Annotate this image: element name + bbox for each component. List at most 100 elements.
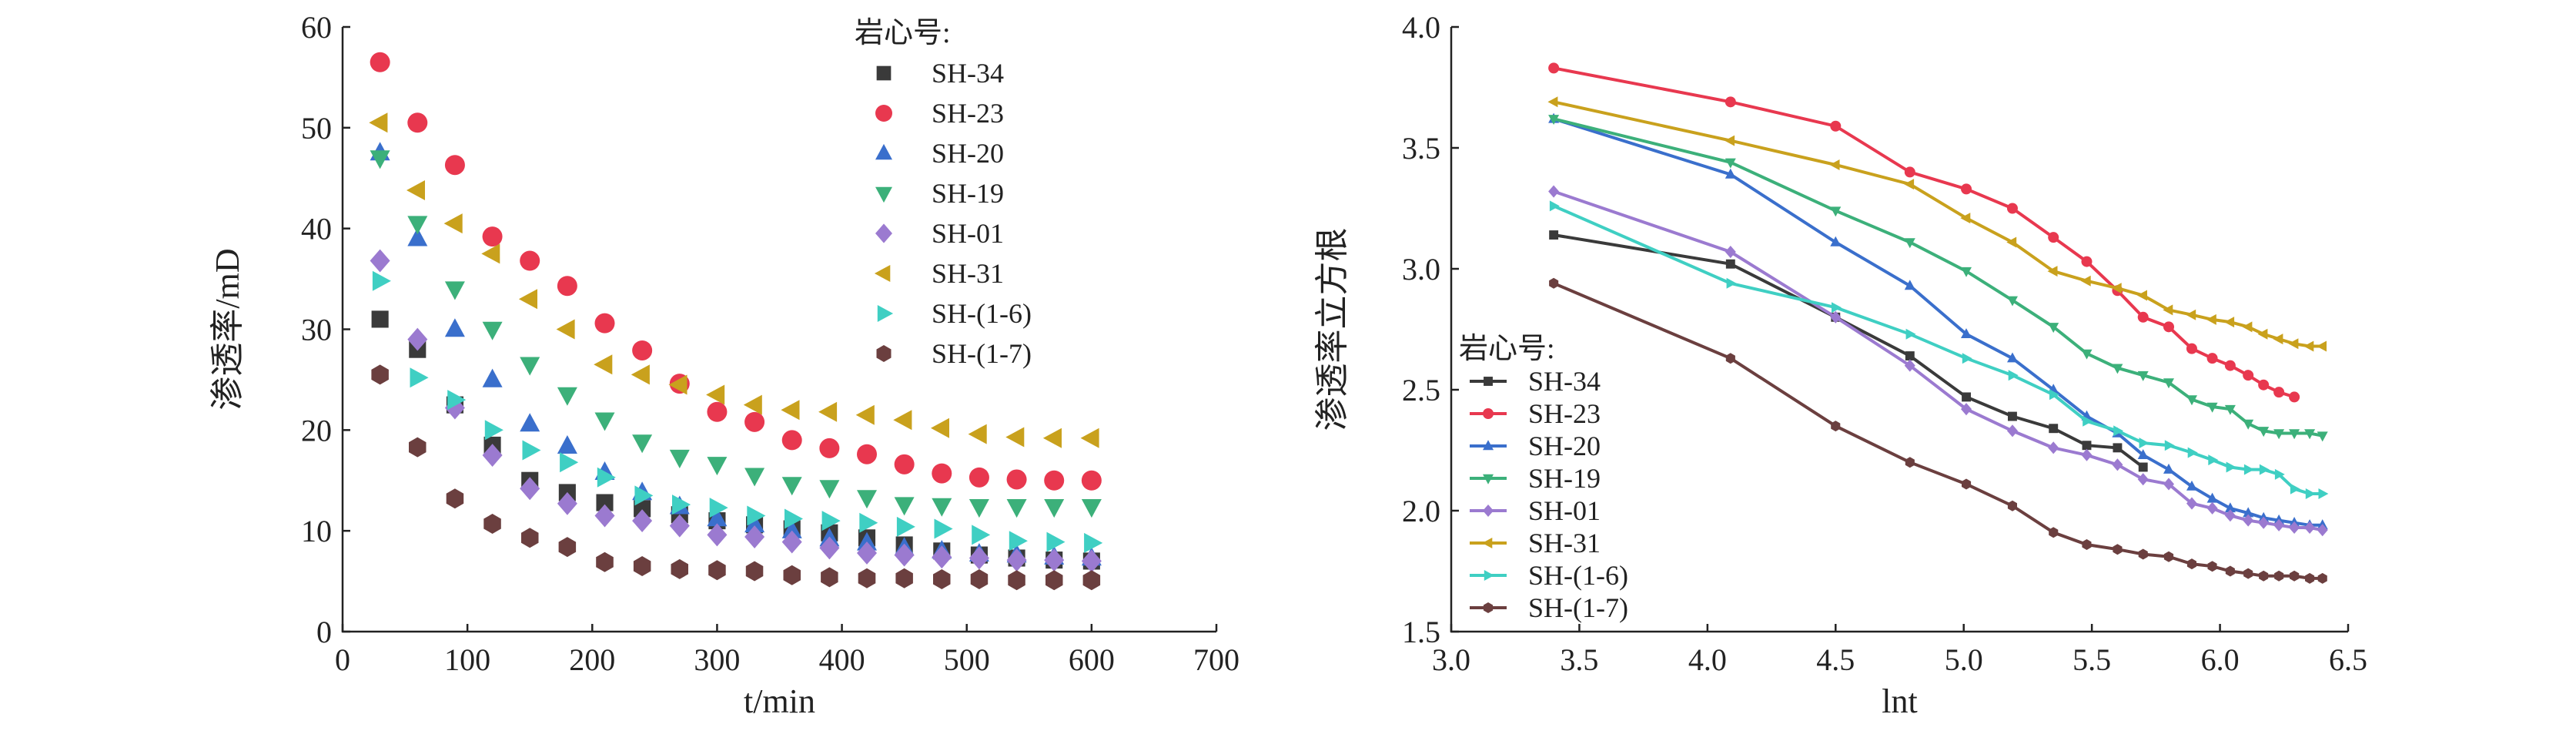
data-point: [1045, 570, 1063, 591]
x-tick-label: 3.0: [1432, 642, 1470, 677]
series-SH-31: [369, 112, 1099, 448]
data-point: [783, 565, 801, 585]
series-line: [1553, 204, 2323, 495]
data-point: [594, 313, 615, 334]
x-tick-label: 5.0: [1945, 642, 1983, 677]
data-point: [2288, 338, 2299, 350]
data-point: [2318, 488, 2329, 499]
legend-label: SH-19: [1528, 463, 1601, 494]
y-tick-label: 3.0: [1402, 252, 1440, 287]
data-point: [520, 250, 540, 271]
data-point: [2006, 203, 2018, 214]
y-tick-label: 20: [301, 413, 332, 448]
data-point: [558, 537, 577, 558]
data-point: [1549, 277, 1559, 289]
x-tick-label: 0: [335, 642, 350, 677]
data-point: [518, 289, 537, 310]
data-point: [2113, 443, 2123, 453]
data-point: [1961, 267, 1972, 277]
legend-label: SH-(1-7): [932, 338, 1032, 369]
x-axis-title: lnt: [1882, 682, 1917, 720]
x-tick-label: 600: [1069, 642, 1115, 677]
legend-marker: [875, 223, 892, 243]
data-point: [1549, 200, 1560, 212]
data-point: [707, 508, 728, 527]
data-point: [2224, 360, 2236, 371]
data-point: [2243, 370, 2254, 381]
series-line: [1553, 281, 2323, 580]
legend-label: SH-23: [932, 98, 1004, 129]
data-point: [1042, 427, 1062, 448]
y-tick-label: 10: [301, 514, 332, 548]
data-point: [634, 500, 651, 518]
data-point: [744, 514, 765, 533]
data-point: [557, 276, 577, 297]
data-point: [2273, 518, 2285, 531]
data-point: [2186, 395, 2197, 406]
legend-marker: [875, 186, 892, 203]
data-point: [596, 494, 614, 511]
data-point: [894, 454, 915, 474]
data-point: [2208, 454, 2219, 466]
series-SH-(1-7): [371, 364, 1101, 591]
data-point: [2048, 441, 2059, 454]
legend-label: SH-(1-7): [1528, 592, 1628, 623]
data-point: [745, 561, 764, 582]
data-point: [969, 467, 989, 488]
data-point: [2289, 429, 2300, 440]
legend-label: SH-31: [932, 258, 1004, 289]
data-point: [2258, 427, 2270, 438]
data-point: [1081, 470, 1102, 491]
data-point: [2243, 568, 2253, 579]
series-line: [1553, 233, 2144, 469]
data-point: [969, 499, 989, 518]
data-point: [2304, 429, 2316, 440]
data-point: [1725, 259, 1735, 269]
data-point: [1831, 421, 1841, 432]
data-point: [1962, 478, 1972, 490]
series-SH-19: [370, 150, 1102, 518]
data-point: [2259, 570, 2269, 582]
data-point: [2305, 572, 2315, 584]
data-point: [2113, 544, 2123, 555]
legend-label: SH-(1-6): [932, 298, 1032, 329]
data-point: [1832, 302, 1842, 313]
data-point: [2186, 497, 2197, 510]
data-point: [672, 495, 691, 515]
data-point: [2206, 353, 2218, 364]
data-point: [2317, 340, 2327, 352]
data-point: [2258, 379, 2270, 391]
y-tick-label: 4.0: [1402, 10, 1440, 45]
data-point: [444, 318, 465, 337]
y-tick-label: 3.5: [1402, 131, 1440, 166]
data-point: [482, 226, 503, 247]
data-point: [1005, 427, 1025, 448]
data-point: [1084, 532, 1103, 553]
data-point: [1081, 549, 1102, 573]
data-point: [1904, 179, 1915, 190]
legend-label: SH-01: [1528, 495, 1601, 526]
data-point: [481, 243, 500, 264]
y-tick-label: 1.5: [1402, 615, 1440, 649]
x-tick-label: 700: [1193, 642, 1239, 677]
data-point: [2206, 313, 2216, 325]
data-point: [2049, 424, 2059, 434]
data-point: [2186, 343, 2197, 354]
data-point: [708, 560, 726, 581]
data-point: [2224, 509, 2236, 522]
data-point: [370, 52, 390, 72]
data-point: [2259, 464, 2270, 475]
data-point: [857, 541, 877, 565]
data-point: [818, 401, 838, 422]
data-point: [743, 394, 762, 415]
legend-label: SH-34: [1528, 366, 1601, 397]
data-point: [1960, 213, 1971, 224]
data-point: [407, 327, 428, 351]
data-point: [631, 364, 650, 385]
data-point: [970, 569, 989, 589]
data-point: [521, 528, 539, 548]
data-point: [1548, 62, 1560, 74]
data-point: [2186, 480, 2197, 491]
data-point: [968, 424, 987, 444]
